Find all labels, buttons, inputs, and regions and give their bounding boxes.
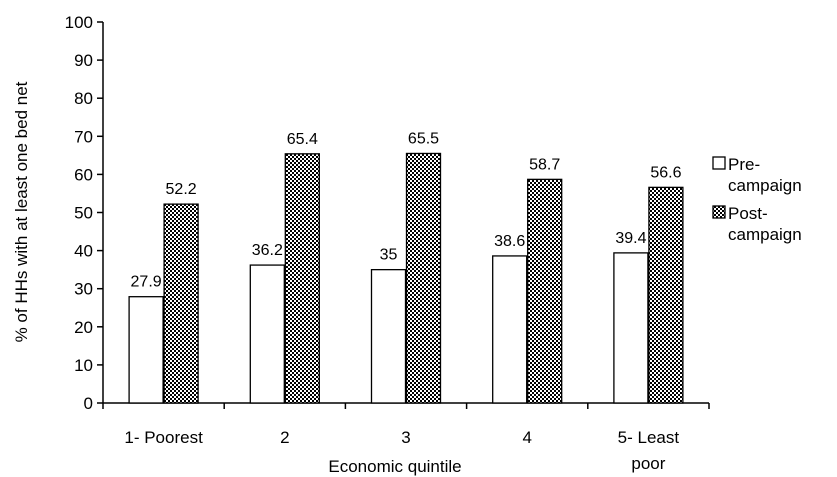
x-tick-label: 2 [280,428,289,447]
legend-label: Pre- [728,155,760,174]
bar-pre-campaign [249,264,285,404]
bar-pre-campaign [492,255,528,404]
bar-post-campaign [648,186,684,404]
x-axis-title: Economic quintile [328,457,461,476]
data-label-pre: 39.4 [615,230,646,247]
legend: Pre-campaign Post-campaign [712,155,802,244]
y-tick-label: 20 [74,318,93,337]
legend-label: Post- [728,204,768,223]
data-label-pre: 35 [380,247,398,264]
bar-post-campaign [527,178,563,404]
y-axis-title: % of HHs with at least one bed net [12,81,31,342]
y-tick-label: 30 [74,280,93,299]
data-label-post: 52.2 [166,181,197,198]
x-tick-label: 3 [401,428,410,447]
bar-pre-campaign [128,296,164,404]
x-tick-label: 4 [522,428,531,447]
y-tick-label: 10 [74,356,93,375]
data-label-pre: 27.9 [131,274,162,291]
data-label-post: 65.5 [408,130,439,147]
x-tick-label: 1- Poorest [124,428,203,447]
y-tick-label: 0 [84,394,93,413]
data-label-pre: 38.6 [494,233,525,250]
y-tick-label: 50 [74,204,93,223]
data-label-post: 58.7 [529,156,560,173]
x-tick-label: poor [631,454,665,473]
y-tick-label: 90 [74,51,93,70]
data-label-post: 65.4 [287,131,318,148]
bar-pre-campaign [370,268,407,404]
bar-post-campaign [405,152,442,404]
data-label-pre: 36.2 [252,242,283,259]
bar-post-campaign [163,203,199,404]
data-label-post: 56.6 [650,164,681,181]
y-tick-label: 70 [74,127,93,146]
legend-swatch [712,156,726,170]
y-tick-label: 80 [74,89,93,108]
y-tick-label: 60 [74,165,93,184]
legend-label: campaign [728,225,802,244]
legend-label: campaign [728,176,802,195]
bar-pre-campaign [613,252,649,404]
x-tick-label: 5- Least [618,428,680,447]
y-tick-label: 100 [65,13,93,32]
plot-area: 0 10 20 30 40 50 60 70 80 90 100 1- Poorest 2 3 4 5- Le… [65,13,710,473]
bar-post-campaign [284,153,320,404]
y-tick-label: 40 [74,242,93,261]
legend-swatch [712,205,726,219]
